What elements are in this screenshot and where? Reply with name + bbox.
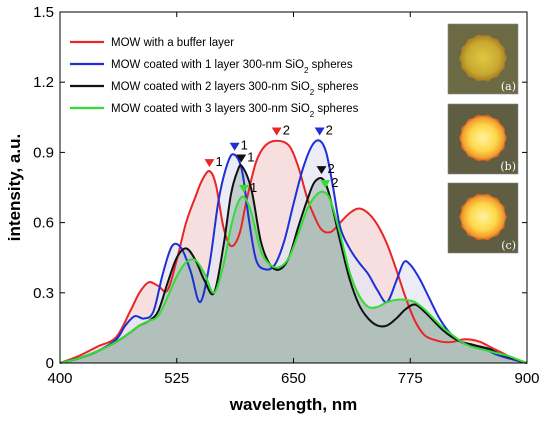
x-tick-label-3: 650 [281, 370, 306, 387]
peak-marker-7 [238, 184, 249, 193]
y-tick-label-1: 0 [46, 355, 54, 372]
series-line-4 [59, 190, 528, 364]
x-tick-label-1: 400 [47, 370, 72, 387]
y-tick-label-6: 1.5 [33, 4, 54, 21]
peak-marker-8 [320, 180, 331, 189]
peak-markers: 1 2 1 2 1 2 1 2 [204, 123, 338, 195]
legend-entry-1: MOW with a buffer layer [111, 37, 234, 49]
inset-spot-1 [459, 34, 507, 82]
peak-marker-5 [236, 154, 247, 163]
inset-label-1: (a) [501, 80, 516, 93]
peak-label-8: 2 [331, 175, 338, 190]
inset-label-2: (b) [500, 160, 516, 173]
peak-marker-4 [314, 127, 325, 136]
peak-marker-1 [204, 159, 215, 168]
inset-label-3: (c) [501, 239, 516, 252]
x-tick-label-4: 775 [398, 370, 423, 387]
peak-label-5: 1 [247, 149, 254, 164]
peak-label-4: 2 [326, 123, 333, 138]
x-tick-label-5: 900 [514, 370, 539, 387]
legend-entry-4: MOW coated with 3 layers 300-nm SiO2 sph… [111, 103, 359, 119]
legend-entry-3: MOW coated with 2 layers 300-nm SiO2 sph… [111, 81, 359, 97]
legend: MOW with a buffer layer MOW coated with 1… [70, 37, 359, 119]
legend-entry-2: MOW coated with 1 layer 300-nm SiO2 sphe… [111, 59, 353, 75]
x-axis-title: wavelength, nm [229, 395, 358, 414]
inset-2: (b) [447, 103, 519, 175]
peak-marker-3 [229, 142, 240, 151]
x-tick-label-2: 525 [164, 370, 189, 387]
series-line-3 [59, 164, 528, 364]
y-tick-label-2: 0.3 [33, 285, 54, 302]
y-axis-title: intensity, a.u. [5, 134, 24, 241]
inset-1: (a) [447, 23, 519, 95]
y-tick-label-3: 0.6 [33, 215, 54, 232]
peak-label-1: 1 [215, 154, 222, 169]
inset-images: (a) (b) (c) [447, 23, 519, 254]
series-lines [59, 139, 528, 364]
peak-label-6: 2 [328, 161, 335, 176]
inset-spot-2 [459, 114, 507, 162]
y-tick-label-5: 1.2 [33, 74, 54, 91]
series-fills [60, 140, 527, 363]
inset-spot-3 [459, 193, 507, 241]
peak-label-7: 1 [250, 180, 257, 195]
series-fill-4 [60, 191, 527, 363]
peak-label-3: 1 [241, 138, 248, 153]
peak-marker-2 [271, 127, 282, 136]
inset-3: (c) [447, 182, 519, 254]
series-line-2 [59, 139, 528, 364]
axis-ticks: 400 525 650 775 900 0 0.3 0.6 0.9 1.2 1.5 [33, 4, 539, 387]
y-tick-label-4: 0.9 [33, 144, 54, 161]
peak-marker-6 [316, 166, 327, 175]
peak-label-2: 2 [283, 123, 290, 138]
